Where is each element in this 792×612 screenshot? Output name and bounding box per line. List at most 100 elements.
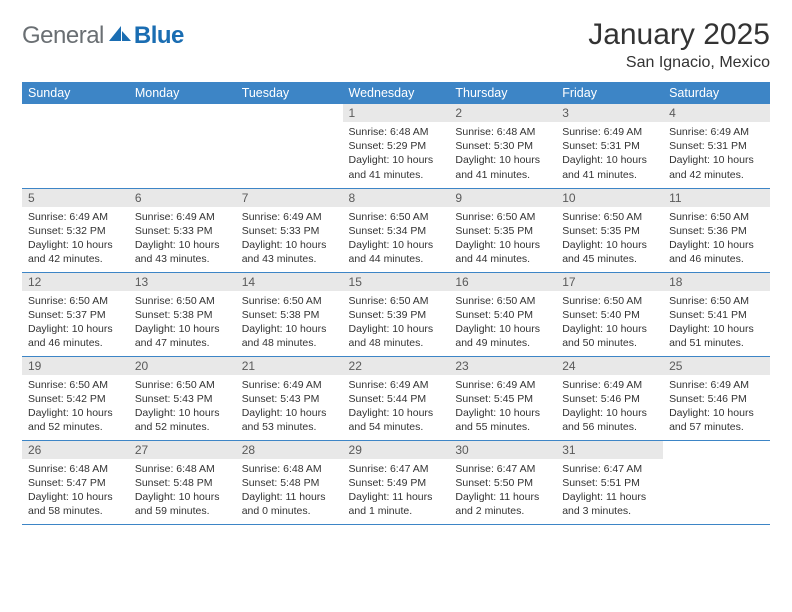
day-detail: Sunrise: 6:50 AM Sunset: 5:41 PM Dayligh… [663, 291, 770, 354]
day-detail: Sunrise: 6:50 AM Sunset: 5:40 PM Dayligh… [556, 291, 663, 354]
calendar-cell: 12Sunrise: 6:50 AM Sunset: 5:37 PM Dayli… [22, 272, 129, 356]
calendar-cell: 19Sunrise: 6:50 AM Sunset: 5:42 PM Dayli… [22, 356, 129, 440]
day-detail: Sunrise: 6:50 AM Sunset: 5:35 PM Dayligh… [449, 207, 556, 270]
day-number: 26 [22, 441, 129, 459]
calendar-cell: 29Sunrise: 6:47 AM Sunset: 5:49 PM Dayli… [343, 440, 450, 524]
day-detail: Sunrise: 6:48 AM Sunset: 5:47 PM Dayligh… [22, 459, 129, 522]
day-detail: Sunrise: 6:48 AM Sunset: 5:30 PM Dayligh… [449, 122, 556, 185]
day-detail: Sunrise: 6:49 AM Sunset: 5:46 PM Dayligh… [556, 375, 663, 438]
day-detail [22, 122, 129, 128]
day-detail: Sunrise: 6:49 AM Sunset: 5:31 PM Dayligh… [556, 122, 663, 185]
calendar-row: 12Sunrise: 6:50 AM Sunset: 5:37 PM Dayli… [22, 272, 770, 356]
day-number [236, 104, 343, 122]
day-number: 16 [449, 273, 556, 291]
calendar-cell: 22Sunrise: 6:49 AM Sunset: 5:44 PM Dayli… [343, 356, 450, 440]
calendar-cell: 6Sunrise: 6:49 AM Sunset: 5:33 PM Daylig… [129, 188, 236, 272]
day-number: 3 [556, 104, 663, 122]
day-number: 19 [22, 357, 129, 375]
day-detail: Sunrise: 6:47 AM Sunset: 5:49 PM Dayligh… [343, 459, 450, 522]
calendar-cell: 16Sunrise: 6:50 AM Sunset: 5:40 PM Dayli… [449, 272, 556, 356]
calendar-cell: 11Sunrise: 6:50 AM Sunset: 5:36 PM Dayli… [663, 188, 770, 272]
day-number: 27 [129, 441, 236, 459]
weekday-header: Tuesday [236, 82, 343, 104]
day-detail [129, 122, 236, 128]
calendar-cell: 26Sunrise: 6:48 AM Sunset: 5:47 PM Dayli… [22, 440, 129, 524]
calendar-cell: 1Sunrise: 6:48 AM Sunset: 5:29 PM Daylig… [343, 104, 450, 188]
day-detail: Sunrise: 6:50 AM Sunset: 5:40 PM Dayligh… [449, 291, 556, 354]
day-number: 22 [343, 357, 450, 375]
calendar-cell: 15Sunrise: 6:50 AM Sunset: 5:39 PM Dayli… [343, 272, 450, 356]
day-number: 11 [663, 189, 770, 207]
day-number [129, 104, 236, 122]
day-detail: Sunrise: 6:50 AM Sunset: 5:38 PM Dayligh… [236, 291, 343, 354]
day-number: 13 [129, 273, 236, 291]
calendar-cell: 5Sunrise: 6:49 AM Sunset: 5:32 PM Daylig… [22, 188, 129, 272]
calendar-cell: 17Sunrise: 6:50 AM Sunset: 5:40 PM Dayli… [556, 272, 663, 356]
day-number [663, 441, 770, 459]
day-detail: Sunrise: 6:50 AM Sunset: 5:34 PM Dayligh… [343, 207, 450, 270]
weekday-header: Monday [129, 82, 236, 104]
calendar-cell [22, 104, 129, 188]
logo-sail-icon [109, 24, 131, 42]
calendar-cell: 14Sunrise: 6:50 AM Sunset: 5:38 PM Dayli… [236, 272, 343, 356]
day-detail: Sunrise: 6:49 AM Sunset: 5:44 PM Dayligh… [343, 375, 450, 438]
day-number [22, 104, 129, 122]
weekday-header: Wednesday [343, 82, 450, 104]
day-detail: Sunrise: 6:50 AM Sunset: 5:43 PM Dayligh… [129, 375, 236, 438]
day-number: 15 [343, 273, 450, 291]
calendar-cell: 25Sunrise: 6:49 AM Sunset: 5:46 PM Dayli… [663, 356, 770, 440]
day-number: 9 [449, 189, 556, 207]
day-detail: Sunrise: 6:50 AM Sunset: 5:35 PM Dayligh… [556, 207, 663, 270]
calendar-cell: 23Sunrise: 6:49 AM Sunset: 5:45 PM Dayli… [449, 356, 556, 440]
day-detail: Sunrise: 6:49 AM Sunset: 5:45 PM Dayligh… [449, 375, 556, 438]
day-number: 31 [556, 441, 663, 459]
weekday-header-row: Sunday Monday Tuesday Wednesday Thursday… [22, 82, 770, 104]
calendar-row: 19Sunrise: 6:50 AM Sunset: 5:42 PM Dayli… [22, 356, 770, 440]
day-detail [663, 459, 770, 465]
logo: General Blue [22, 22, 184, 50]
day-number: 17 [556, 273, 663, 291]
calendar-cell [129, 104, 236, 188]
day-number: 24 [556, 357, 663, 375]
calendar-cell: 20Sunrise: 6:50 AM Sunset: 5:43 PM Dayli… [129, 356, 236, 440]
day-detail: Sunrise: 6:50 AM Sunset: 5:39 PM Dayligh… [343, 291, 450, 354]
calendar-cell: 30Sunrise: 6:47 AM Sunset: 5:50 PM Dayli… [449, 440, 556, 524]
calendar-table: Sunday Monday Tuesday Wednesday Thursday… [22, 82, 770, 525]
day-number: 23 [449, 357, 556, 375]
calendar-cell: 3Sunrise: 6:49 AM Sunset: 5:31 PM Daylig… [556, 104, 663, 188]
calendar-cell: 28Sunrise: 6:48 AM Sunset: 5:48 PM Dayli… [236, 440, 343, 524]
day-detail: Sunrise: 6:48 AM Sunset: 5:29 PM Dayligh… [343, 122, 450, 185]
day-number: 1 [343, 104, 450, 122]
day-number: 30 [449, 441, 556, 459]
weekday-header: Sunday [22, 82, 129, 104]
calendar-cell: 21Sunrise: 6:49 AM Sunset: 5:43 PM Dayli… [236, 356, 343, 440]
calendar-cell [663, 440, 770, 524]
day-detail: Sunrise: 6:50 AM Sunset: 5:36 PM Dayligh… [663, 207, 770, 270]
day-number: 18 [663, 273, 770, 291]
calendar-row: 5Sunrise: 6:49 AM Sunset: 5:32 PM Daylig… [22, 188, 770, 272]
day-detail: Sunrise: 6:50 AM Sunset: 5:37 PM Dayligh… [22, 291, 129, 354]
day-detail: Sunrise: 6:49 AM Sunset: 5:46 PM Dayligh… [663, 375, 770, 438]
weekday-header: Friday [556, 82, 663, 104]
day-number: 10 [556, 189, 663, 207]
day-number: 12 [22, 273, 129, 291]
day-detail: Sunrise: 6:49 AM Sunset: 5:32 PM Dayligh… [22, 207, 129, 270]
calendar-cell: 4Sunrise: 6:49 AM Sunset: 5:31 PM Daylig… [663, 104, 770, 188]
calendar-cell: 13Sunrise: 6:50 AM Sunset: 5:38 PM Dayli… [129, 272, 236, 356]
day-detail: Sunrise: 6:47 AM Sunset: 5:50 PM Dayligh… [449, 459, 556, 522]
day-number: 2 [449, 104, 556, 122]
page-title: January 2025 [588, 18, 770, 52]
day-number: 20 [129, 357, 236, 375]
calendar-cell: 18Sunrise: 6:50 AM Sunset: 5:41 PM Dayli… [663, 272, 770, 356]
location-label: San Ignacio, Mexico [588, 54, 770, 72]
day-number: 14 [236, 273, 343, 291]
day-number: 7 [236, 189, 343, 207]
title-block: January 2025 San Ignacio, Mexico [588, 18, 770, 72]
calendar-cell: 10Sunrise: 6:50 AM Sunset: 5:35 PM Dayli… [556, 188, 663, 272]
calendar-row: 26Sunrise: 6:48 AM Sunset: 5:47 PM Dayli… [22, 440, 770, 524]
calendar-cell: 24Sunrise: 6:49 AM Sunset: 5:46 PM Dayli… [556, 356, 663, 440]
calendar-cell: 9Sunrise: 6:50 AM Sunset: 5:35 PM Daylig… [449, 188, 556, 272]
calendar-cell: 8Sunrise: 6:50 AM Sunset: 5:34 PM Daylig… [343, 188, 450, 272]
day-number: 8 [343, 189, 450, 207]
day-detail: Sunrise: 6:48 AM Sunset: 5:48 PM Dayligh… [236, 459, 343, 522]
